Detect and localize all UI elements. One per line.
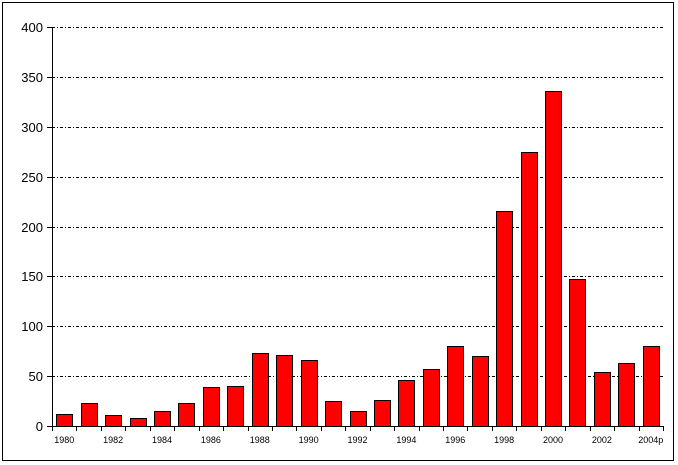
bar-1988 — [252, 353, 269, 427]
x-tick-label: 1982 — [103, 435, 123, 445]
x-tick-label: 1980 — [54, 435, 74, 445]
y-tick-label: 100 — [21, 319, 43, 334]
bar-1985 — [178, 403, 195, 427]
bar-1996 — [447, 346, 464, 427]
bar-1995 — [423, 369, 440, 427]
x-tick-label: 2004p — [638, 435, 663, 445]
y-tick-label: 50 — [29, 369, 43, 384]
bar-1994 — [398, 380, 415, 427]
x-tick-label: 1986 — [201, 435, 221, 445]
x-tick-label: 1984 — [152, 435, 172, 445]
chart-frame — [2, 2, 674, 461]
y-tick-label: 0 — [36, 419, 43, 434]
tick-labels: 0 50 100 150 200 250 300 350 400 1980 1982 1984 1986… — [21, 20, 663, 445]
axes — [47, 27, 664, 431]
bar-1993 — [374, 400, 391, 427]
x-tick-label: 1990 — [299, 435, 319, 445]
y-tick-label: 400 — [21, 20, 43, 35]
x-tick-label: 1988 — [250, 435, 270, 445]
bar-1981 — [81, 403, 98, 427]
bar-1991 — [325, 401, 342, 427]
bar-2003 — [618, 363, 635, 427]
y-tick-label: 200 — [21, 220, 43, 235]
bar-1983 — [130, 418, 147, 427]
bar-1998 — [496, 211, 513, 427]
y-tick-label: 350 — [21, 70, 43, 85]
bar-1984 — [154, 411, 171, 427]
y-tick-label: 300 — [21, 120, 43, 135]
x-tick-label: 2002 — [592, 435, 612, 445]
x-tick-label: 1998 — [494, 435, 514, 445]
bar-2004p — [643, 346, 660, 427]
bar-1992 — [350, 411, 367, 427]
bar-2000 — [545, 91, 562, 427]
bar-1989 — [276, 355, 293, 427]
x-tick-label: 1992 — [347, 435, 367, 445]
bar-1990 — [301, 360, 318, 427]
x-tick-label: 1994 — [396, 435, 416, 445]
bar-1980 — [56, 414, 73, 427]
bar-2001 — [569, 279, 586, 427]
bar-1999 — [521, 152, 538, 427]
y-tick-label: 150 — [21, 269, 43, 284]
bar-1982 — [105, 415, 122, 427]
bar-2002 — [594, 372, 611, 427]
bar-1987 — [227, 386, 244, 427]
bar-series — [56, 91, 660, 427]
y-tick-label: 250 — [21, 170, 43, 185]
bar-1986 — [203, 387, 220, 427]
x-tick-label: 1996 — [445, 435, 465, 445]
x-tick-label: 2000 — [543, 435, 563, 445]
bar-1997 — [472, 356, 489, 427]
